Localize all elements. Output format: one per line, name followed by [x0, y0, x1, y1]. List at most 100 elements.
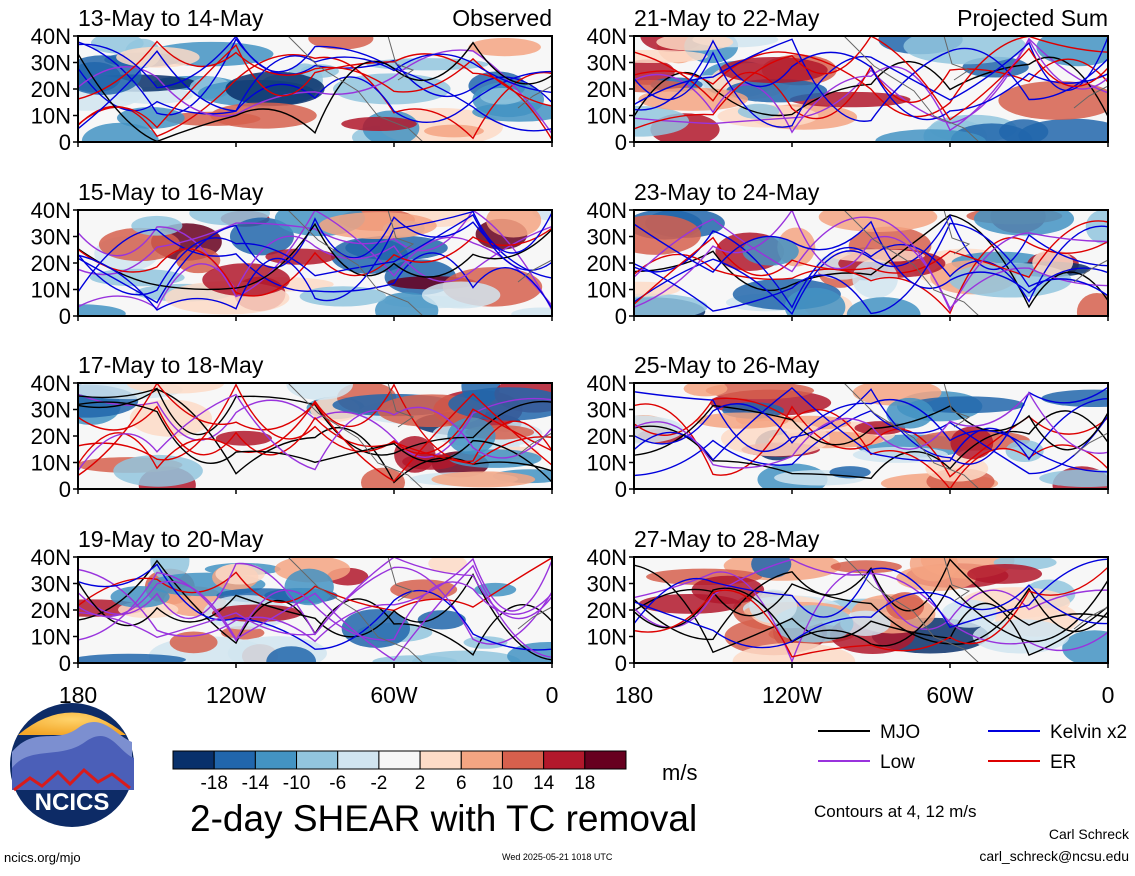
coastline — [843, 557, 1108, 663]
lat-tick-label: 10N — [31, 625, 71, 650]
contour-line — [634, 566, 1108, 658]
map-panel — [634, 557, 1108, 663]
ncics-logo: NCICS — [10, 703, 134, 827]
colorbar-swatch — [296, 750, 339, 770]
shear-blob — [265, 248, 336, 265]
contour-line — [78, 49, 552, 135]
author-name: Carl Schreck — [1048, 826, 1129, 842]
shear-blob — [634, 281, 681, 297]
shear-blob — [266, 646, 317, 663]
shear-blob — [428, 557, 468, 573]
lat-tick-label: 30N — [31, 572, 71, 597]
lat-tick-label: 20N — [587, 598, 627, 623]
colorbar-tick-label: -2 — [370, 773, 387, 794]
contour-line — [634, 558, 1108, 641]
lat-tick-label: 10N — [587, 451, 627, 476]
contour-line — [634, 222, 1108, 315]
lat-tick-label: 0 — [615, 477, 627, 502]
lat-tick-label: 30N — [31, 225, 71, 250]
shear-blob — [468, 37, 541, 57]
contour-line — [78, 401, 552, 483]
panel-date-label: 15-May to 16-May — [78, 179, 264, 205]
lat-tick-label: 10N — [587, 625, 627, 650]
contour-line — [78, 571, 552, 642]
contour-line — [78, 557, 552, 612]
shear-blob — [973, 210, 1075, 236]
lat-tick-label: 10N — [587, 278, 627, 303]
colorbar-swatch — [172, 750, 215, 770]
shear-blob — [169, 631, 218, 654]
contour-line — [634, 214, 1108, 316]
contour-line — [78, 216, 552, 304]
colorbar-tick-label: 18 — [574, 773, 595, 794]
panel-date-label: 23-May to 24-May — [634, 179, 820, 205]
shear-blob — [784, 287, 846, 316]
lat-tick-label: 40N — [31, 198, 71, 223]
contour-line — [78, 227, 552, 297]
colorbar-tick-label: -14 — [242, 773, 270, 794]
legend-label: Kelvin x2 — [1050, 722, 1127, 743]
shear-blob — [846, 297, 921, 316]
shear-blob — [695, 412, 789, 429]
shear-blob — [999, 119, 1049, 142]
legend-label: Low — [880, 752, 915, 773]
contour-line — [78, 53, 552, 140]
lat-tick-label: 0 — [615, 651, 627, 676]
contour-line — [634, 38, 1108, 134]
contour-line — [634, 56, 1108, 118]
map-panel — [634, 210, 1108, 316]
colorbar-tick-label: -6 — [329, 773, 346, 794]
shear-blob — [318, 212, 437, 239]
contour-line — [634, 38, 1108, 122]
contour-line — [634, 214, 1108, 309]
contour-line — [634, 220, 1108, 306]
colorbar-tick-label: 10 — [492, 773, 513, 794]
contour-line — [634, 237, 1108, 315]
colorbar-tick-label: 6 — [456, 773, 467, 794]
contour-line — [634, 584, 1108, 649]
contour-line — [78, 40, 552, 107]
lat-tick-label: 10N — [31, 451, 71, 476]
lat-tick-label: 20N — [31, 77, 71, 102]
shear-blob — [1062, 630, 1108, 663]
contour-line — [78, 405, 552, 465]
contour-line — [78, 383, 552, 483]
shear-blob — [1032, 249, 1074, 276]
lon-tick-label: 60W — [370, 682, 418, 708]
lat-tick-label: 10N — [31, 278, 71, 303]
lat-tick-label: 20N — [587, 424, 627, 449]
shear-blob — [967, 563, 1043, 584]
lat-tick-label: 30N — [587, 51, 627, 76]
colorbar-swatch — [213, 750, 256, 770]
contour-line — [634, 225, 1108, 309]
shear-blob — [742, 236, 799, 266]
shear-blob — [705, 383, 815, 400]
colorbar-swatch — [584, 750, 627, 770]
shear-blob — [908, 396, 1025, 414]
lat-tick-label: 20N — [31, 424, 71, 449]
lat-tick-label: 40N — [587, 198, 627, 223]
lat-tick-label: 30N — [31, 398, 71, 423]
panel-date-label: 13-May to 14-May — [78, 5, 264, 31]
coastline — [287, 557, 552, 663]
lat-tick-label: 0 — [615, 304, 627, 329]
shear-blob — [941, 599, 997, 628]
colorbar-swatch — [460, 750, 503, 770]
shear-blob — [78, 304, 126, 316]
timestamp: Wed 2025-05-21 1018 UTC — [502, 852, 613, 862]
contour-line — [78, 563, 552, 651]
shear-blob — [634, 214, 701, 255]
coastline — [843, 36, 1108, 142]
shear-blob — [116, 46, 200, 68]
contour-line — [634, 397, 1108, 489]
colorbar-tick-label: -10 — [283, 773, 310, 794]
lon-tick-label: 120W — [206, 682, 266, 708]
lat-tick-label: 40N — [587, 371, 627, 396]
lat-tick-label: 40N — [587, 24, 627, 49]
lat-tick-label: 30N — [587, 572, 627, 597]
shear-blob — [737, 103, 780, 119]
shear-blob — [202, 263, 291, 297]
contour-line — [78, 393, 552, 473]
contour-line — [78, 36, 552, 132]
